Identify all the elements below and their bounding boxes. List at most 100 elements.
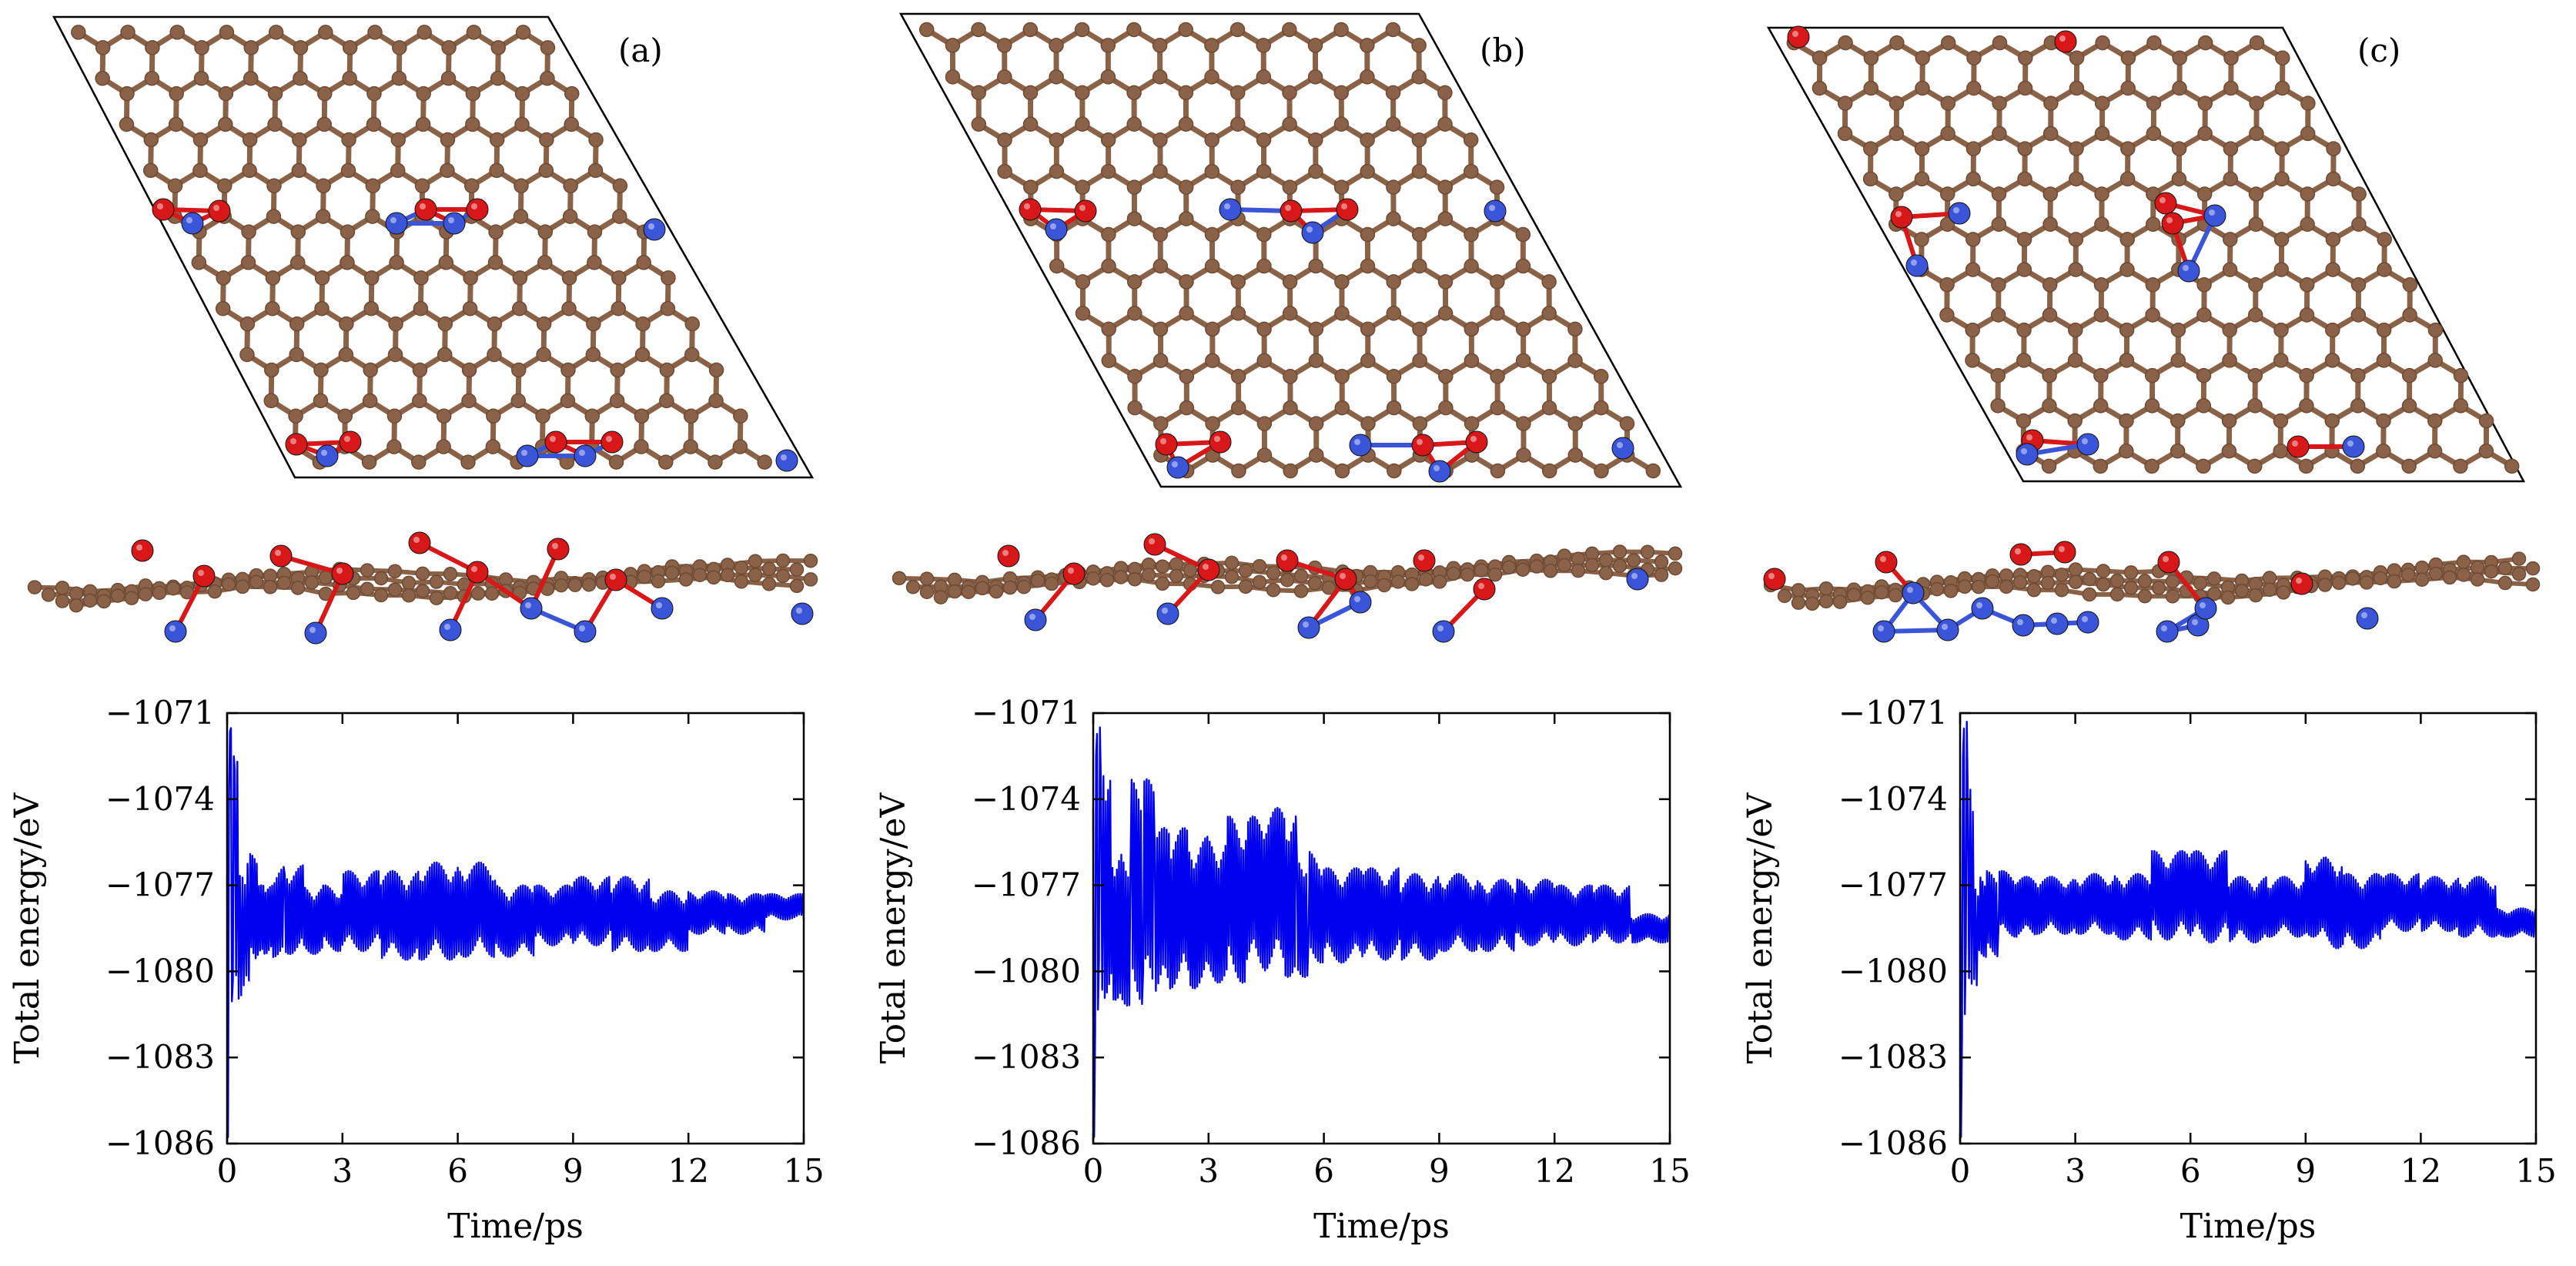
- carbon-atom: [2300, 126, 2316, 142]
- carbon-atom: [1654, 554, 1669, 569]
- carbon-atom: [2068, 574, 2083, 590]
- carbon-atom: [1612, 544, 1628, 559]
- carbon-atom: [1487, 567, 1503, 582]
- atom-highlight: [2292, 440, 2298, 447]
- carbon-atom: [1179, 306, 1194, 321]
- carbon-atom: [413, 270, 429, 286]
- carbon-atom: [313, 362, 329, 378]
- carbon-atom: [2456, 568, 2471, 582]
- carbon-atom: [2350, 307, 2367, 323]
- carbon-atom: [2069, 141, 2084, 156]
- carbon-atom: [1360, 353, 1376, 369]
- carbon-atom: [2119, 171, 2136, 187]
- atom-highlight: [1895, 211, 1902, 217]
- carbon-atom: [339, 316, 354, 332]
- y-tick-label: −1074: [1838, 780, 1948, 818]
- carbon-atom: [1412, 416, 1428, 431]
- oxygen-atom: [1875, 551, 1898, 574]
- carbon-atom: [192, 132, 209, 148]
- carbon-atom: [487, 316, 503, 332]
- nitrogen-atom: [1936, 618, 1959, 641]
- oxygen-atom: [544, 430, 567, 454]
- x-tick-label: 3: [332, 1152, 353, 1190]
- carbon-atom: [1640, 544, 1655, 559]
- carbon-atom: [191, 255, 207, 270]
- carbon-atom: [1832, 594, 1848, 609]
- carbon-atom: [1204, 163, 1220, 179]
- carbon-atom: [610, 362, 625, 378]
- carbon-atom: [1957, 579, 1972, 594]
- carbon-atom: [367, 25, 383, 40]
- carbon-atom: [1126, 274, 1142, 290]
- carbon-atom: [1939, 307, 1955, 323]
- x-tick-label: 6: [447, 1152, 468, 1190]
- side-defect-atoms: [1763, 541, 2379, 643]
- nitrogen-atom: [1902, 581, 1925, 605]
- carbon-atom: [1390, 574, 1406, 589]
- carbon-atom: [2453, 458, 2468, 474]
- carbon-atom: [1386, 400, 1402, 416]
- carbon-atom: [2317, 578, 2333, 592]
- oxygen-atom: [1890, 206, 1913, 229]
- carbon-atom: [1464, 416, 1480, 431]
- carbon-atom: [775, 568, 791, 584]
- nitrogen-atom: [520, 597, 543, 620]
- carbon-atom: [1971, 579, 1986, 594]
- nitrogen-atom: [1611, 437, 1634, 460]
- carbon-atom: [2223, 171, 2238, 187]
- carbon-atom: [2427, 413, 2443, 429]
- y-axis-label: Total energy/eV: [1741, 792, 1780, 1064]
- y-tick-label: −1080: [105, 952, 215, 990]
- carbon-atom: [264, 362, 279, 378]
- carbon-atom: [2401, 398, 2417, 414]
- carbon-atom: [2428, 566, 2444, 581]
- carbon-atom: [1099, 573, 1115, 588]
- carbon-atom: [945, 38, 961, 53]
- nitrogen-atom: [2203, 204, 2226, 227]
- carbon-atom: [2123, 565, 2139, 580]
- carbon-atom: [289, 255, 306, 270]
- carbon-atom: [1153, 416, 1169, 431]
- atom-highlight: [1617, 442, 1623, 448]
- nitrogen-atom: [1349, 591, 1372, 614]
- carbon-atom: [2016, 353, 2032, 368]
- carbon-atom: [1230, 368, 1246, 384]
- carbon-atom: [1075, 274, 1091, 290]
- carbon-atom: [216, 270, 231, 286]
- carbon-atom: [1386, 211, 1401, 226]
- carbon-atom: [1100, 38, 1116, 53]
- carbon-atom: [2221, 443, 2237, 459]
- carbon-atom: [2172, 80, 2187, 96]
- carbon-atom: [514, 178, 529, 194]
- carbon-atom: [1100, 132, 1116, 148]
- atom-highlight: [2200, 602, 2206, 608]
- nitrogen-atom: [1872, 620, 1895, 643]
- carbon-atom: [290, 581, 306, 595]
- carbon-atom: [1049, 258, 1065, 274]
- carbon-atom: [55, 594, 70, 608]
- carbon-atom: [2275, 50, 2290, 66]
- carbon-atom: [678, 572, 694, 587]
- carbon-atom: [636, 255, 651, 270]
- oxygen-atom: [1787, 25, 1810, 49]
- carbon-atom: [1126, 211, 1142, 226]
- carbon-atom: [2120, 80, 2136, 96]
- atom-highlight: [1162, 608, 1168, 614]
- carbon-atom: [2040, 575, 2056, 591]
- oxygen-atom: [285, 433, 308, 456]
- carbon-atom: [975, 581, 990, 596]
- carbon-atom: [2220, 590, 2236, 605]
- carbon-atom: [1127, 400, 1142, 416]
- carbon-atom: [2170, 443, 2186, 459]
- carbon-atom: [387, 347, 403, 363]
- carbon-atom: [2249, 35, 2265, 51]
- atom-highlight: [2192, 619, 2198, 625]
- carbon-atom: [2525, 577, 2541, 592]
- carbon-atom: [2273, 413, 2289, 429]
- carbon-atom: [1153, 226, 1168, 243]
- nitrogen-atom: [1905, 254, 1929, 277]
- carbon-atom: [2248, 186, 2264, 202]
- carbon-atom: [2144, 458, 2159, 474]
- carbon-atom: [366, 85, 382, 102]
- oxygen-atom: [2009, 543, 2032, 566]
